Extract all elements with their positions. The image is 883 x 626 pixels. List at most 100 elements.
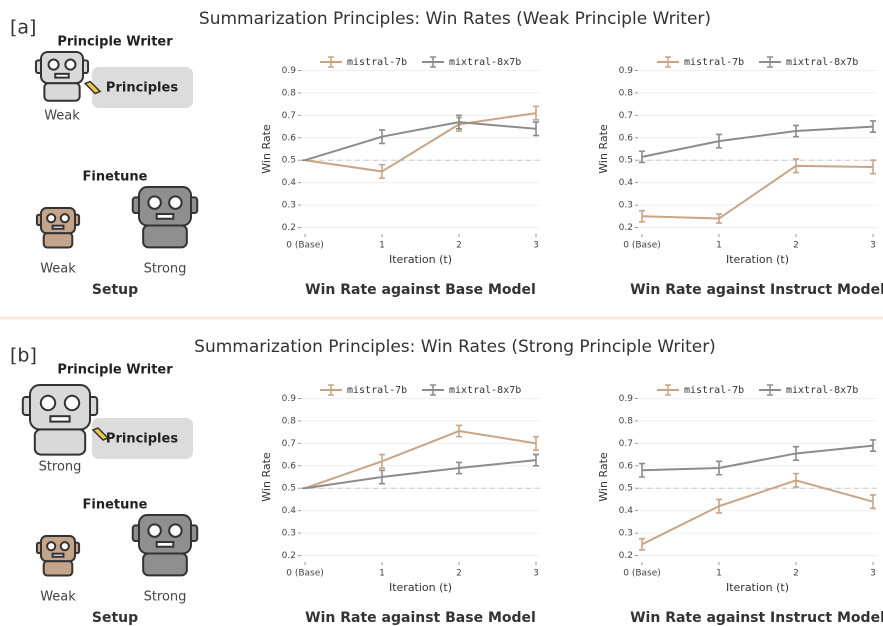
legend-label: mistral-7b: [684, 385, 744, 396]
robot-eye: [46, 213, 57, 224]
series-line: [641, 444, 874, 472]
panel-label: [b]: [10, 345, 37, 367]
error-bar: [870, 159, 876, 175]
legend-swatch-errorbar: [665, 384, 671, 396]
error-bar: [793, 445, 799, 461]
y-tick-label: 0.4: [619, 506, 634, 516]
legend-label: mixtral-8x7b: [786, 385, 858, 396]
model-label: Weak: [40, 262, 76, 277]
x-tick-label: 2: [793, 241, 799, 251]
y-tick-label: 0.6: [619, 133, 634, 143]
robot-icon: [131, 514, 199, 577]
error-bar: [870, 120, 876, 133]
panel-title: Summarization Principles: Win Rates (Wea…: [199, 9, 711, 29]
error-bar: [639, 150, 645, 164]
pencil-icon: [91, 427, 110, 441]
chart-caption: Win Rate against Instruct Model: [630, 610, 883, 626]
robot-mouth: [51, 224, 65, 230]
y-axis-label: Win Rate: [597, 124, 610, 174]
robot-mouth: [155, 541, 175, 548]
x-tick-label: 2: [793, 569, 799, 579]
y-tick-label: 0.6: [619, 461, 634, 471]
legend-swatch-errorbar: [430, 56, 436, 68]
error-bar: [870, 439, 876, 453]
error-bar: [870, 494, 876, 510]
series-line: [641, 479, 874, 546]
x-tick-label: 0 (Base): [286, 569, 324, 579]
legend-label: mixtral-8x7b: [449, 385, 521, 396]
y-tick-label: 0.8: [282, 88, 297, 98]
y-tick-label: 0.8: [619, 88, 634, 98]
legend-label: mixtral-8x7b: [786, 57, 858, 68]
y-tick-label: 0.5: [619, 156, 633, 166]
y-axis-label: Win Rate: [260, 124, 273, 174]
robot-eye: [46, 541, 57, 552]
robot-body: [142, 552, 188, 577]
y-tick-label: 0.4: [282, 178, 297, 188]
x-tick-label: 1: [716, 569, 722, 579]
y-tick-label: 0.9: [282, 66, 297, 76]
robot-icon: [131, 186, 199, 249]
x-tick-label: 1: [716, 241, 722, 251]
writer-label: Strong: [39, 460, 82, 475]
x-tick-label: 1: [379, 569, 385, 579]
y-tick-label: 0.6: [282, 133, 297, 143]
model-label: Weak: [40, 590, 76, 605]
pencil-icon: [83, 80, 102, 95]
robot-eye: [168, 195, 183, 210]
y-tick-label: 0.7: [619, 111, 633, 121]
error-bar: [716, 460, 722, 476]
error-bar: [793, 472, 799, 488]
finetune-heading: Finetune: [83, 170, 148, 185]
setup-caption: Setup: [92, 282, 138, 298]
robot-body: [42, 560, 74, 577]
error-bar: [639, 209, 645, 223]
error-bar: [456, 424, 462, 438]
error-bar: [793, 158, 799, 174]
legend-label: mistral-7b: [347, 385, 407, 396]
chart-caption: Win Rate against Instruct Model: [630, 282, 883, 298]
chart-caption: Win Rate against Base Model: [305, 610, 536, 626]
error-bar: [533, 453, 539, 467]
robot-icon: [35, 535, 81, 577]
series-line: [641, 164, 874, 220]
robot-eye: [64, 58, 77, 71]
legend-swatch-errorbar: [665, 56, 671, 68]
robot-eye: [147, 195, 162, 210]
y-tick-label: 0.3: [619, 529, 633, 539]
error-bar: [379, 469, 385, 485]
error-bar: [716, 498, 722, 514]
robot-icon: [35, 207, 81, 249]
error-bar: [379, 453, 385, 469]
error-bar: [639, 537, 645, 551]
y-axis-label: Win Rate: [260, 452, 273, 502]
series-line: [304, 459, 537, 490]
x-tick-label: 3: [533, 241, 539, 251]
y-tick-label: 0.6: [282, 461, 297, 471]
error-bar: [533, 105, 539, 121]
error-bar: [456, 114, 462, 130]
y-tick-label: 0.7: [282, 439, 296, 449]
legend-swatch-errorbar: [328, 56, 334, 68]
robot-mouth: [49, 415, 71, 423]
error-bar: [456, 461, 462, 475]
model-label: Strong: [144, 262, 187, 277]
finetune-heading: Finetune: [83, 498, 148, 513]
y-tick-label: 0.2: [282, 223, 296, 233]
series-line: [641, 125, 874, 158]
y-tick-label: 0.7: [619, 439, 633, 449]
chart-caption: Win Rate against Base Model: [305, 282, 536, 298]
robot-eye: [39, 394, 57, 412]
y-tick-label: 0.3: [282, 201, 296, 211]
series-line: [304, 121, 537, 162]
y-tick-label: 0.4: [619, 178, 634, 188]
x-tick-label: 2: [456, 241, 462, 251]
model-label: Strong: [144, 590, 187, 605]
x-tick-label: 0 (Base): [623, 241, 661, 251]
principles-box: [92, 418, 193, 459]
x-tick-label: 2: [456, 569, 462, 579]
writer-label: Weak: [44, 109, 80, 124]
x-tick-label: 1: [379, 241, 385, 251]
y-tick-label: 0.7: [282, 111, 296, 121]
